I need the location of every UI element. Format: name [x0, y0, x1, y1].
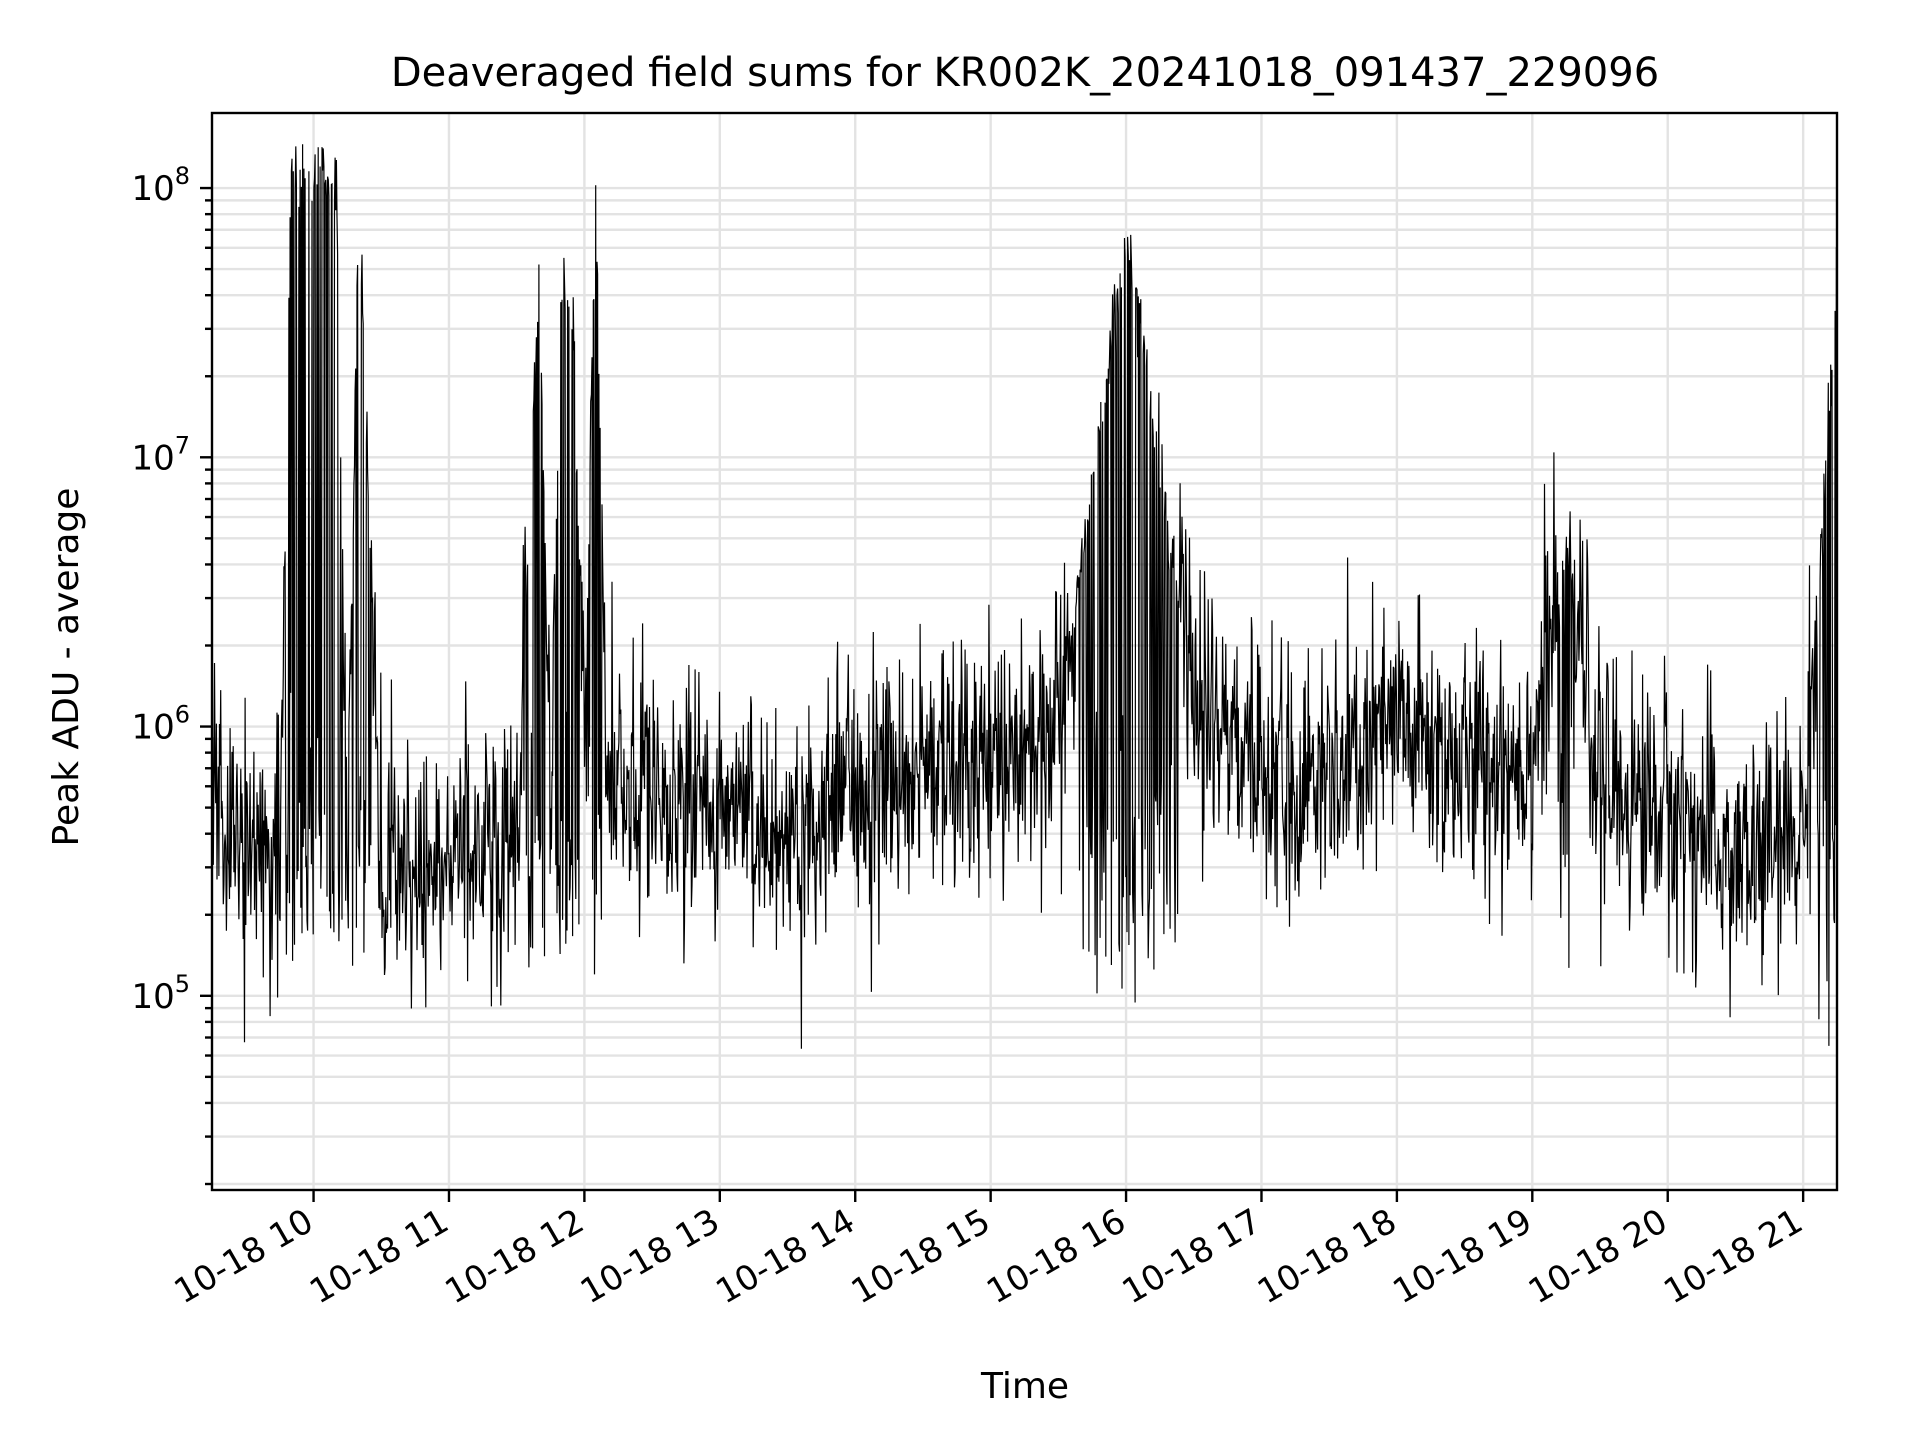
- x-tick-label: 10-18 18: [1251, 1201, 1403, 1312]
- chart-title: Deaveraged field sums for KR002K_2024101…: [391, 50, 1659, 96]
- y-tick-label-exponent: 7: [175, 431, 190, 459]
- x-tick-label: 10-18 16: [980, 1201, 1132, 1312]
- y-tick-label-exponent: 6: [175, 701, 190, 729]
- x-tick-label: 10-18 20: [1522, 1201, 1674, 1312]
- x-tick-label: 10-18 14: [709, 1201, 861, 1312]
- x-tick-label: 10-18 10: [168, 1201, 320, 1312]
- x-tick-label: 10-18 19: [1386, 1201, 1538, 1312]
- y-tick-label: 107: [131, 431, 190, 478]
- y-tick-label-exponent: 8: [175, 162, 190, 190]
- x-tick-label: 10-18 12: [439, 1201, 591, 1312]
- y-tick-label-exponent: 5: [175, 970, 190, 998]
- x-tick-label: 10-18 13: [574, 1201, 726, 1312]
- grid: [212, 113, 1837, 1190]
- y-tick-label: 106: [131, 701, 190, 748]
- x-tick-label: 10-18 15: [845, 1201, 997, 1312]
- x-tick-label: 10-18 11: [303, 1201, 455, 1312]
- series-area: [211, 144, 1838, 1049]
- y-tick-label: 105: [131, 970, 190, 1017]
- x-tick-label: 10-18 17: [1116, 1201, 1268, 1312]
- y-axis-label: Peak ADU - average: [46, 488, 87, 847]
- x-axis-label: Time: [980, 1366, 1069, 1407]
- plot-frame: [210, 111, 1839, 1192]
- series-line: [211, 144, 1838, 1049]
- x-tick-label: 10-18 21: [1657, 1201, 1809, 1312]
- y-tick-label: 108: [131, 162, 190, 209]
